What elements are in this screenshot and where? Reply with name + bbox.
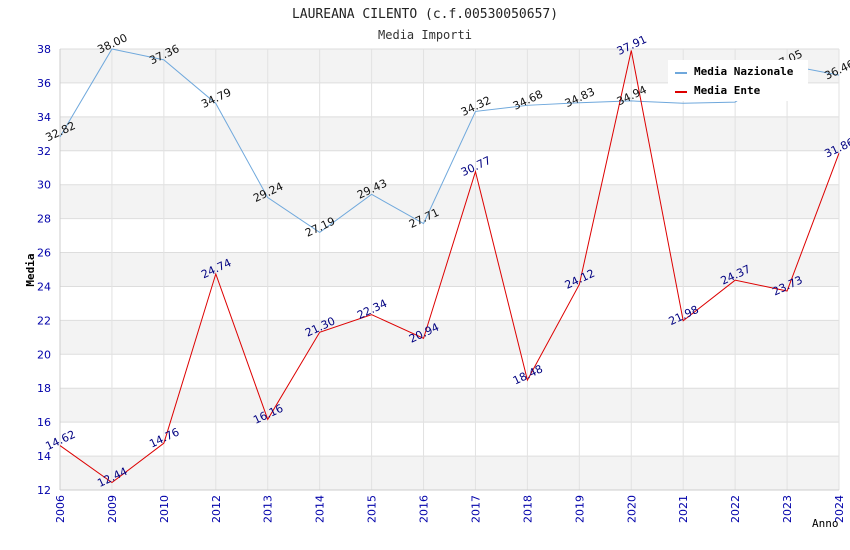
data-label: 34.94 [615, 83, 649, 108]
y-tick-label: 14 [37, 450, 51, 463]
band [60, 320, 839, 355]
x-axis-label: Anno [812, 517, 839, 530]
band [60, 116, 839, 151]
chart-subtitle: Media Importi [378, 28, 472, 42]
series-line-nazionale [59, 48, 840, 233]
y-tick-label: 30 [37, 179, 51, 192]
x-tick-label: 2006 [54, 495, 67, 523]
x-tick-label: 2022 [729, 495, 742, 523]
x-tick-labels: 2006 2009 2010 2012 2013 2014 2015 2016 2017 2018… [54, 495, 846, 523]
y-tick-label: 28 [37, 213, 51, 226]
background-bands [60, 49, 839, 490]
y-axis-label: Media [24, 253, 37, 286]
data-label: 18.48 [511, 362, 545, 387]
legend-label-ente: Media Ente [694, 84, 761, 97]
y-tick-label: 24 [37, 280, 51, 293]
series-line-ente [59, 50, 840, 484]
x-tick-label: 2018 [521, 495, 534, 523]
band [60, 456, 839, 490]
legend: Media Nazionale Media Ente [668, 60, 808, 101]
data-label: 14.62 [43, 428, 77, 453]
x-tick-label: 2019 [573, 495, 586, 523]
y-tick-labels: 12 14 16 18 20 22 24 26 28 30 32 34 36 38 [37, 43, 51, 497]
y-tick-label: 36 [37, 77, 51, 90]
y-tick-label: 38 [37, 43, 51, 56]
y-tick-label: 12 [37, 484, 51, 497]
x-tick-label: 2021 [677, 495, 690, 523]
y-tick-label: 34 [37, 111, 51, 124]
x-tick-label: 2020 [625, 495, 638, 523]
data-label: 34.79 [199, 86, 233, 111]
series-lines [59, 48, 840, 484]
y-tick-label: 16 [37, 416, 51, 429]
gridlines [59, 48, 840, 491]
data-label: 14.76 [147, 425, 181, 450]
x-tick-label: 2010 [158, 495, 171, 523]
axes [59, 49, 839, 491]
y-tick-label: 18 [37, 382, 51, 395]
x-tick-label: 2023 [781, 495, 794, 523]
x-tick-label: 2024 [833, 495, 846, 523]
y-tick-label: 32 [37, 145, 51, 158]
x-tick-label: 2012 [210, 495, 223, 523]
data-label: 22.34 [355, 297, 389, 322]
band [60, 184, 839, 219]
legend-label-nazionale: Media Nazionale [694, 65, 794, 78]
x-tick-label: 2016 [418, 495, 431, 523]
band [60, 252, 839, 287]
x-tick-label: 2013 [262, 495, 275, 523]
chart-title: LAUREANA CILENTO (c.f.00530050657) [292, 7, 558, 22]
y-tick-label: 26 [37, 247, 51, 260]
x-tick-label: 2017 [469, 495, 482, 523]
x-tick-label: 2009 [106, 495, 119, 523]
x-tick-label: 2015 [366, 495, 379, 523]
legend-box [668, 60, 808, 101]
x-tick-label: 2014 [314, 495, 327, 523]
y-tick-label: 22 [37, 314, 51, 327]
data-label: 34.68 [511, 88, 545, 113]
data-label: 34.83 [563, 85, 597, 110]
data-label: 34.32 [459, 94, 493, 119]
y-tick-label: 20 [37, 348, 51, 361]
band [60, 388, 839, 423]
